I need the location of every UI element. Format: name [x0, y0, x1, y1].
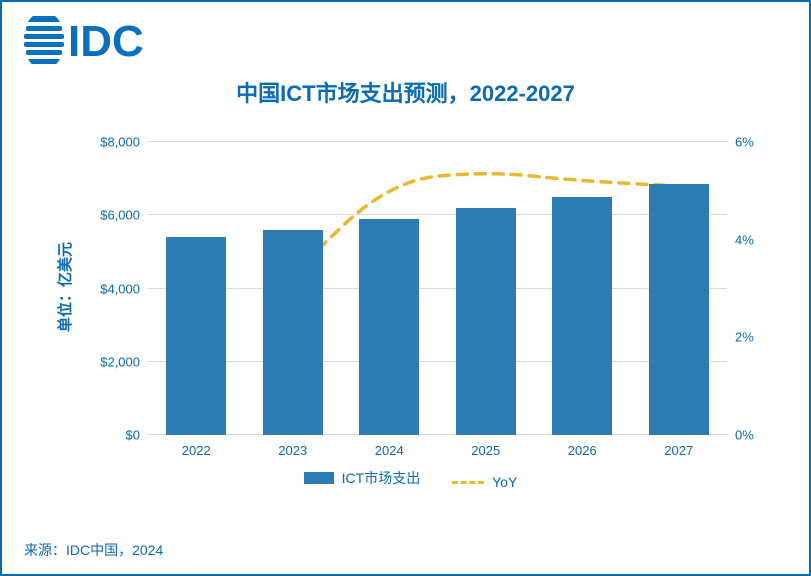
y-right-tick: 2%: [727, 330, 754, 345]
bar: [263, 230, 323, 435]
yoy-line: [148, 142, 727, 435]
plot-area: $0$2,000$4,000$6,000$8,0000%2%4%6%202220…: [148, 142, 727, 435]
y-left-tick: $4,000: [100, 281, 148, 296]
x-tick: 2024: [375, 435, 404, 458]
y-right-tick: 6%: [727, 135, 754, 150]
y-left-tick: $8,000: [100, 135, 148, 150]
legend-item-line: YoY: [452, 474, 517, 490]
source-text: 来源：IDC中国，2024: [24, 540, 163, 560]
legend-line-label: YoY: [492, 474, 517, 490]
chart-frame: IDC 中国ICT市场支出预测，2022-2027 单位：亿美元 $0$2,00…: [0, 0, 811, 576]
idc-logo: IDC: [24, 16, 164, 69]
chart-title: 中国ICT市场支出预测，2022-2027: [24, 76, 787, 108]
chart-legend: ICT市场支出 YoY: [44, 468, 777, 491]
grid-line: [148, 361, 727, 362]
y-right-tick: 0%: [727, 428, 754, 443]
bar: [649, 184, 709, 435]
bar: [456, 208, 516, 435]
grid-line: [148, 214, 727, 215]
grid-line: [148, 434, 727, 435]
legend-bar-label: ICT市场支出: [342, 468, 421, 488]
x-tick: 2026: [568, 435, 597, 458]
y-left-tick: $0: [126, 428, 148, 443]
grid-line: [148, 288, 727, 289]
grid-line: [148, 141, 727, 142]
y-right-tick: 4%: [727, 232, 754, 247]
x-tick: 2023: [278, 435, 307, 458]
legend-line-swatch: [452, 481, 484, 484]
x-tick: 2027: [664, 435, 693, 458]
legend-bar-swatch: [304, 472, 334, 484]
svg-text:IDC: IDC: [68, 17, 144, 64]
chart-area: 单位：亿美元 $0$2,000$4,000$6,000$8,0000%2%4%6…: [44, 132, 777, 490]
bar: [166, 237, 226, 435]
x-tick: 2022: [182, 435, 211, 458]
bar: [359, 219, 419, 435]
bar: [552, 197, 612, 435]
x-tick: 2025: [471, 435, 500, 458]
legend-item-bars: ICT市场支出: [304, 468, 421, 488]
y-left-tick: $6,000: [100, 208, 148, 223]
y-left-tick: $2,000: [100, 354, 148, 369]
y-axis-left-label: 单位：亿美元: [54, 242, 75, 332]
